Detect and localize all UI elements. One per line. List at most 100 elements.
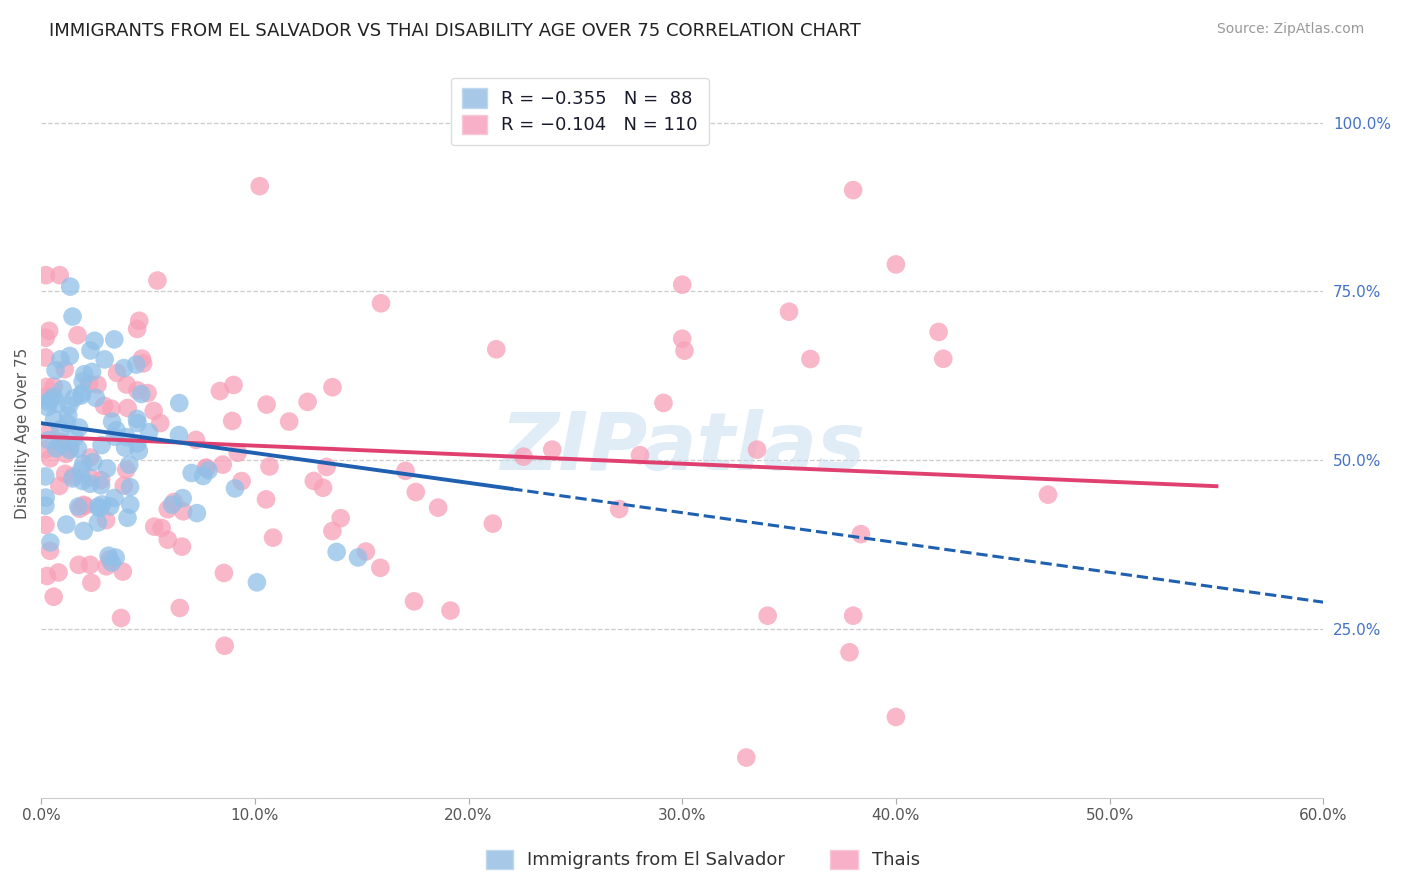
Point (72, 386, 94, 401)
Point (42, 379, 65, 393)
Point (62, 471, 84, 485)
Point (117, 401, 139, 415)
Point (79, 558, 101, 572)
Point (125, 358, 148, 372)
Point (143, 519, 166, 533)
Point (114, 441, 136, 455)
Point (49, 352, 72, 367)
Point (62, 469, 84, 483)
Point (72, 474, 94, 488)
Point (485, 343, 508, 357)
Point (100, 401, 122, 416)
Point (55, 517, 77, 532)
Point (66, 442, 89, 456)
Point (842, 608, 865, 623)
Point (103, 491, 125, 505)
Point (138, 425, 160, 440)
Point (405, 485, 427, 500)
Point (259, 459, 281, 474)
Point (49, 422, 72, 436)
Point (59, 443, 82, 458)
Point (34, 499, 56, 513)
Point (439, 603, 461, 617)
Point (167, 428, 190, 442)
Point (163, 495, 186, 509)
Point (79, 450, 101, 465)
Point (45, 442, 67, 456)
Point (150, 521, 173, 535)
Point (652, 396, 675, 410)
Point (117, 510, 139, 524)
Point (111, 565, 134, 579)
Point (169, 601, 191, 615)
Text: Source: ZipAtlas.com: Source: ZipAtlas.com (1216, 22, 1364, 37)
Point (67, 558, 90, 572)
Point (93, 399, 115, 413)
Point (402, 594, 425, 608)
Point (146, 274, 169, 288)
Point (38, 324, 60, 338)
Point (799, 351, 821, 366)
Point (849, 527, 872, 541)
Point (541, 442, 564, 457)
Point (49, 434, 72, 449)
Point (1036, 488, 1059, 502)
Point (93, 352, 115, 367)
Point (278, 415, 301, 429)
Point (112, 361, 135, 376)
Point (37, 400, 59, 414)
Point (100, 556, 122, 570)
Legend: R = −0.355   N =  88, R = −0.104   N = 110: R = −0.355 N = 88, R = −0.104 N = 110 (451, 78, 709, 145)
Point (70, 388, 93, 402)
Point (127, 436, 149, 450)
Point (156, 533, 179, 547)
Point (129, 387, 152, 401)
Point (928, 325, 950, 339)
Point (103, 332, 125, 346)
Point (735, 750, 758, 764)
Point (254, 492, 277, 507)
Point (212, 566, 235, 580)
Point (39, 393, 62, 408)
Point (156, 502, 179, 516)
Point (59, 279, 82, 293)
Point (321, 380, 343, 394)
Point (256, 398, 278, 412)
Point (222, 378, 245, 392)
Point (66, 328, 89, 343)
Point (321, 524, 343, 538)
Point (838, 645, 860, 659)
Point (84, 391, 107, 405)
Point (262, 531, 284, 545)
Point (297, 395, 319, 409)
Point (186, 506, 208, 520)
Point (197, 463, 219, 477)
Point (180, 466, 202, 480)
Point (79, 343, 101, 358)
Y-axis label: Disability Age Over 75: Disability Age Over 75 (15, 348, 30, 519)
Point (42, 390, 65, 404)
Point (671, 277, 693, 292)
Point (110, 611, 132, 625)
Point (94, 513, 117, 527)
Text: ZIPatlas: ZIPatlas (499, 409, 865, 487)
Point (628, 448, 651, 462)
Point (315, 459, 337, 474)
Point (58, 409, 80, 423)
Point (34, 351, 56, 365)
Point (46, 397, 69, 411)
Point (72, 457, 94, 471)
Point (82, 455, 104, 469)
Point (394, 464, 416, 478)
Point (35, 268, 58, 282)
Point (35, 380, 58, 394)
Point (482, 516, 505, 531)
Point (221, 414, 243, 428)
Point (118, 458, 141, 472)
Point (39, 543, 62, 558)
Point (246, 575, 269, 590)
Point (884, 257, 907, 271)
Point (42, 412, 65, 426)
Point (184, 433, 207, 447)
Point (132, 356, 155, 370)
